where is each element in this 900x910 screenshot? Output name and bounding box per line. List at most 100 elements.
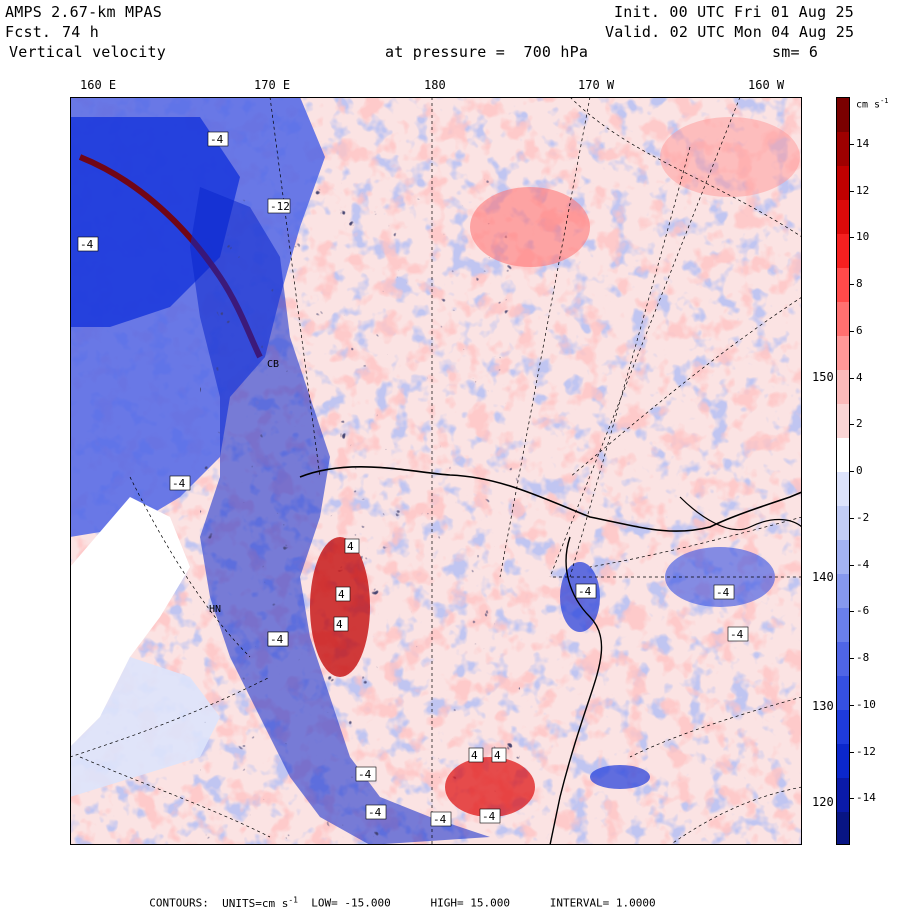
lon-label-170w: 170 W <box>578 78 615 92</box>
contour-label: 4 <box>471 749 478 762</box>
init-time: Init. 00 UTC Fri 01 Aug 25 <box>614 3 854 21</box>
colorbar-tick-label: 14 <box>856 136 870 150</box>
colorbar-tick-label: 12 <box>856 183 870 197</box>
footer-high: HIGH= 15.000 <box>430 896 510 910</box>
colorbar-tick <box>850 517 854 519</box>
coastline-marie-byrd <box>679 496 802 531</box>
forecast-label: Fcst. <box>5 23 52 41</box>
colorbar-tick-label: 0 <box>856 464 863 477</box>
colorbar-tick-label: -4 <box>856 557 870 571</box>
colorbar-tick <box>850 424 854 426</box>
model-title: AMPS 2.67-km MPAS <box>5 3 162 21</box>
contour-label: -4 <box>358 768 372 781</box>
lon-label-160e: 160 E <box>80 78 117 92</box>
contour-label: -4 <box>482 810 496 823</box>
weak-downdraft-region <box>70 657 220 797</box>
updraft-patch-2 <box>445 757 535 817</box>
contour-label: -4 <box>172 477 186 490</box>
colorbar-segment <box>837 132 849 167</box>
colorbar-tick <box>850 190 854 192</box>
map-border <box>70 97 802 845</box>
lon-label-180: 180 <box>424 78 446 92</box>
colorbar-tick <box>850 611 854 613</box>
colorbar-segment <box>837 574 849 609</box>
contour-label: -4 <box>210 133 224 146</box>
colorbar-tick-label: -12 <box>856 744 876 758</box>
contour-label: -4 <box>270 633 284 646</box>
colorbar <box>836 97 850 845</box>
colorbar-tick <box>850 564 854 566</box>
smoothing-value: sm= 6 <box>772 43 819 61</box>
ross-ice-shelf-edge <box>299 465 802 532</box>
colorbar-tick-label: 8 <box>856 277 863 290</box>
colorbar-tick <box>850 284 854 285</box>
forecast-hours: 74 h <box>62 23 99 41</box>
colorbar-tick-label: -8 <box>856 651 870 664</box>
colorbar-segment <box>837 438 849 473</box>
colorbar-tick <box>850 471 854 472</box>
colorbar-segment <box>837 268 849 303</box>
station-labels: CB HN <box>209 359 279 615</box>
footer-low: LOW= -15.000 <box>311 896 391 910</box>
lon-label-160w: 160 W <box>748 78 785 92</box>
colorbar-tick <box>850 237 854 239</box>
colorbar-tick <box>850 658 854 659</box>
contour-label: -12 <box>270 200 290 213</box>
colorbar-segment <box>837 540 849 575</box>
pressure-level: at pressure = 700 hPa <box>385 43 589 61</box>
coastline-east <box>549 536 603 845</box>
footer-interval: INTERVAL= 1.0000 <box>549 896 656 910</box>
colorbar-tick-label: -2 <box>856 510 870 524</box>
contour-label: 4 <box>494 749 501 762</box>
mountain-contour-clutter <box>200 177 520 845</box>
contour-label: 4 <box>347 540 354 553</box>
colorbar-segment <box>837 676 849 711</box>
colorbar-tick <box>850 377 854 379</box>
updraft-patch-4 <box>660 117 800 197</box>
colorbar-tick <box>850 704 854 706</box>
contour-label: -4 <box>578 585 592 598</box>
footer-contours-label: CONTOURS: <box>149 896 209 910</box>
colorbar-segment <box>837 370 849 405</box>
station-label: CB <box>267 359 279 370</box>
colorbar-segment <box>837 778 849 813</box>
colorbar-segment <box>837 506 849 541</box>
contour-label: -4 <box>80 238 94 251</box>
colorbar-tick-label: 6 <box>856 323 863 337</box>
colorbar-segment <box>837 302 849 337</box>
colorbar-segment <box>837 642 849 677</box>
updraft-patch-1 <box>310 537 370 677</box>
valid-time: Valid. 02 UTC Mon 04 Aug 25 <box>605 23 855 41</box>
graticule <box>70 97 802 845</box>
colorbar-segment <box>837 98 849 133</box>
contour-label: -4 <box>433 813 447 826</box>
contour-label: 4 <box>338 588 345 601</box>
colorbar-segment <box>837 200 849 235</box>
no-data-region <box>70 497 190 747</box>
colorbar-tick <box>850 798 854 800</box>
colorbar-segment <box>837 710 849 745</box>
colorbar-segment <box>837 744 849 779</box>
updraft-patch-3 <box>470 187 590 267</box>
colorbar-tick <box>850 751 854 753</box>
colorbar-tick <box>850 330 854 332</box>
lon-label-170e: 170 E <box>254 78 291 92</box>
contour-label: -4 <box>730 628 744 641</box>
colorbar-segment <box>837 336 849 371</box>
colorbar-tick-label: -6 <box>856 604 870 618</box>
colorbar-segment <box>837 608 849 643</box>
colorbar-segment <box>837 404 849 439</box>
colorbar-segment <box>837 812 849 844</box>
downdraft-patch-1 <box>665 547 775 607</box>
colorbar-segment <box>837 234 849 269</box>
colorbar-segment <box>837 472 849 507</box>
station-label: HN <box>209 604 221 615</box>
colorbar-tick-label: 2 <box>856 417 863 431</box>
colorbar-tick-label: 10 <box>856 230 870 244</box>
colorbar-tick-label: -14 <box>856 791 876 805</box>
contour-label: -4 <box>716 586 730 599</box>
vertical-velocity-map: -12 4 4 4 -4 -4 -4 -4 -4 -4 4 4 -4 -4 -4… <box>70 97 802 845</box>
contour-label: -4 <box>368 806 382 819</box>
contour-info-footer: CONTOURS: UNITS=cm s-1 LOW= -15.000 HIGH… <box>136 880 656 910</box>
contour-labels: -12 4 4 4 -4 -4 -4 -4 -4 -4 4 4 -4 -4 -4… <box>77 131 749 827</box>
